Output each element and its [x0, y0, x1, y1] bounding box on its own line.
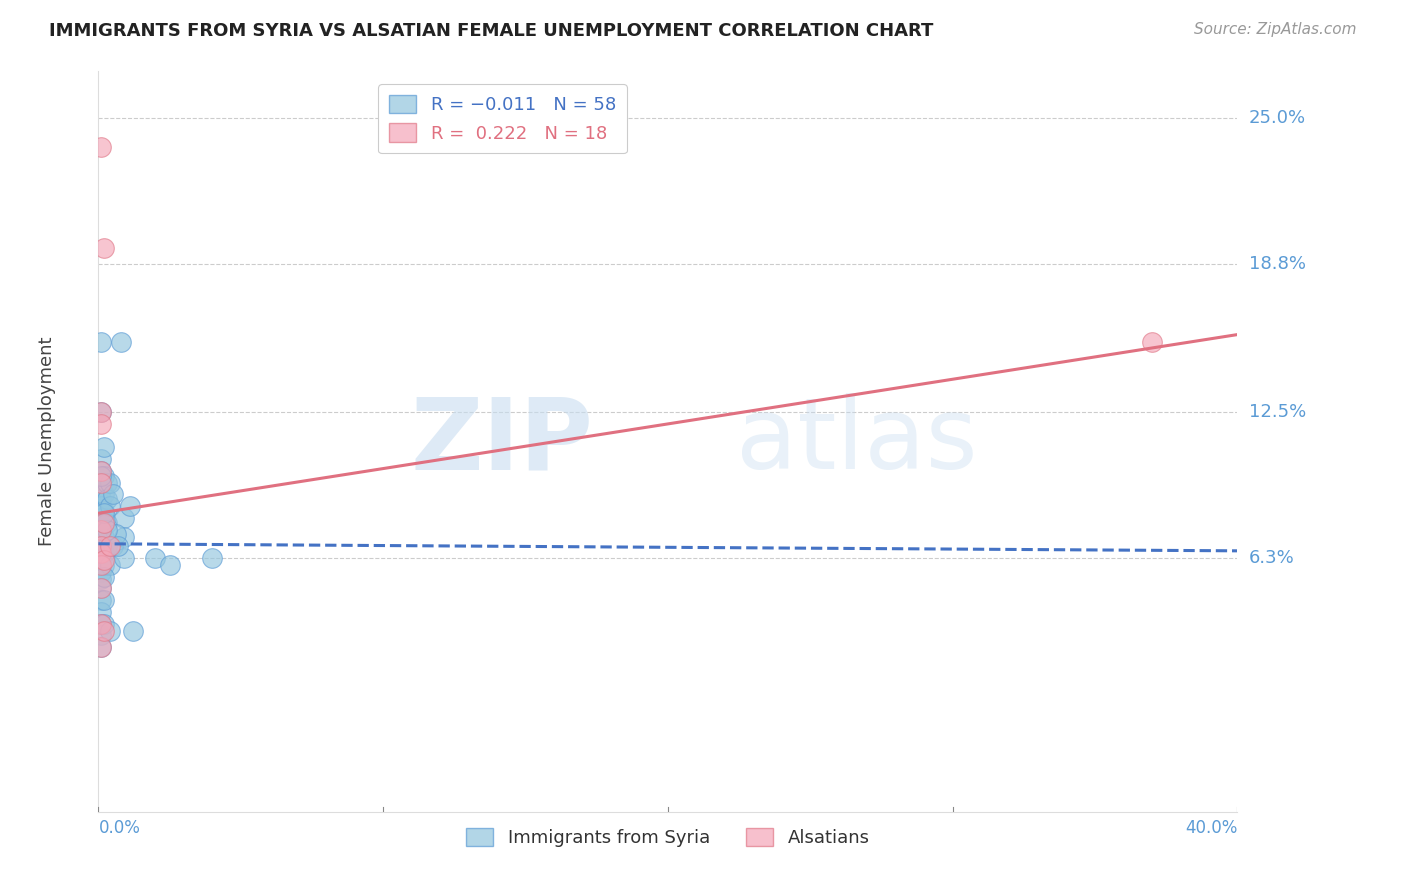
Point [90, 492, 112, 507]
Point [90, 452, 112, 467]
Point [90, 405, 112, 419]
Point [93, 530, 115, 544]
Point [112, 511, 135, 525]
Text: 6.3%: 6.3% [1249, 549, 1295, 567]
Point [90, 582, 112, 596]
Point [90, 468, 112, 483]
Point [90, 572, 112, 586]
Point [96, 492, 118, 507]
Point [93, 504, 115, 518]
Point [101, 539, 124, 553]
Point [90, 499, 112, 513]
Point [93, 570, 115, 584]
Point [90, 417, 112, 431]
Point [118, 499, 141, 513]
Point [90, 523, 112, 537]
Point [90, 550, 112, 565]
Point [90, 539, 112, 553]
Point [93, 468, 115, 483]
Point [90, 475, 112, 490]
Point [96, 516, 118, 530]
Point [90, 616, 112, 631]
Point [1140, 334, 1163, 349]
Point [90, 523, 112, 537]
Point [98, 475, 121, 490]
Point [93, 624, 115, 638]
Point [112, 530, 135, 544]
Point [96, 539, 118, 553]
Point [93, 546, 115, 560]
Point [90, 539, 112, 553]
Point [90, 565, 112, 579]
Point [90, 546, 112, 560]
Text: ZIP: ZIP [411, 393, 593, 490]
Point [90, 605, 112, 619]
Point [93, 441, 115, 455]
Text: Source: ZipAtlas.com: Source: ZipAtlas.com [1194, 22, 1357, 37]
Point [90, 334, 112, 349]
Point [90, 527, 112, 541]
Point [110, 334, 132, 349]
Point [93, 616, 115, 631]
Text: 25.0%: 25.0% [1249, 110, 1306, 128]
Point [90, 483, 112, 497]
Point [90, 464, 112, 478]
Point [201, 550, 224, 565]
Point [90, 405, 112, 419]
Point [90, 558, 112, 572]
Point [93, 593, 115, 607]
Text: Female Unemployment: Female Unemployment [38, 337, 56, 546]
Point [90, 628, 112, 642]
Legend: Immigrants from Syria, Alsatians: Immigrants from Syria, Alsatians [458, 821, 877, 855]
Point [96, 523, 118, 537]
Point [90, 640, 112, 655]
Point [93, 516, 115, 530]
Point [121, 624, 143, 638]
Text: 18.8%: 18.8% [1249, 255, 1306, 273]
Point [93, 558, 115, 572]
Point [145, 550, 167, 565]
Point [90, 534, 112, 549]
Point [90, 558, 112, 572]
Point [90, 475, 112, 490]
Point [90, 582, 112, 596]
Point [101, 487, 124, 501]
Point [90, 464, 112, 478]
Text: atlas: atlas [737, 393, 977, 490]
Point [90, 593, 112, 607]
Point [90, 616, 112, 631]
Text: IMMIGRANTS FROM SYRIA VS ALSATIAN FEMALE UNEMPLOYMENT CORRELATION CHART: IMMIGRANTS FROM SYRIA VS ALSATIAN FEMALE… [49, 22, 934, 40]
Text: 40.0%: 40.0% [1185, 819, 1237, 837]
Point [90, 511, 112, 525]
Text: 0.0%: 0.0% [98, 819, 141, 837]
Point [107, 539, 129, 553]
Point [93, 487, 115, 501]
Point [98, 499, 121, 513]
Point [93, 241, 115, 255]
Point [93, 506, 115, 520]
Point [98, 558, 121, 572]
Point [104, 527, 127, 541]
Point [98, 539, 121, 553]
Text: 12.5%: 12.5% [1249, 403, 1306, 421]
Point [96, 475, 118, 490]
Point [112, 550, 135, 565]
Point [90, 546, 112, 560]
Point [93, 516, 115, 530]
Point [98, 624, 121, 638]
Point [159, 558, 181, 572]
Point [90, 139, 112, 153]
Point [90, 640, 112, 655]
Point [93, 553, 115, 567]
